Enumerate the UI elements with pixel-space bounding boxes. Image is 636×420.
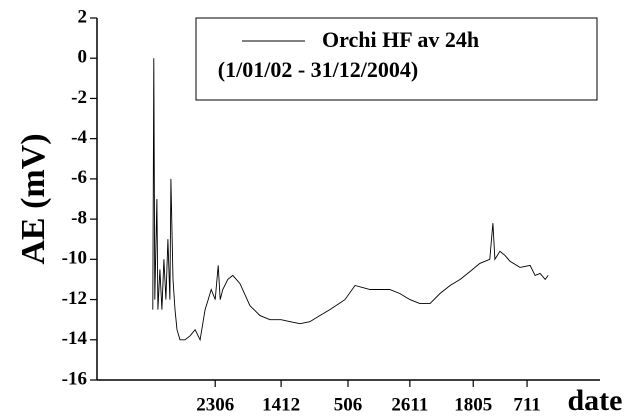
- x-axis-label: date: [568, 384, 623, 417]
- y-tick-label: -10: [62, 248, 87, 269]
- x-tick-label: 2611: [391, 394, 428, 415]
- y-tick-label: 0: [78, 47, 88, 68]
- y-axis-label: AE (mV): [15, 133, 52, 264]
- y-tick-label: -2: [71, 87, 87, 108]
- x-tick-label: 2306: [196, 394, 234, 415]
- y-tick-label: 2: [78, 6, 88, 27]
- y-tick-label: -8: [71, 207, 87, 228]
- data-line: [152, 58, 549, 342]
- y-tick-label: -4: [71, 127, 87, 148]
- y-tick-label: -12: [62, 288, 87, 309]
- legend-label: Orchi HF av 24h: [322, 27, 479, 52]
- x-tick-label: 1412: [262, 394, 300, 415]
- x-tick-label: 1805: [454, 394, 492, 415]
- y-tick-label: -6: [71, 167, 87, 188]
- y-tick-label: -14: [62, 328, 88, 349]
- legend-box: [195, 17, 598, 101]
- x-tick-label: 711: [513, 394, 540, 415]
- x-tick-label: 506: [334, 394, 363, 415]
- y-tick-label: -16: [62, 368, 87, 389]
- legend-subtitle: (1/01/02 - 31/12/2004): [218, 57, 418, 82]
